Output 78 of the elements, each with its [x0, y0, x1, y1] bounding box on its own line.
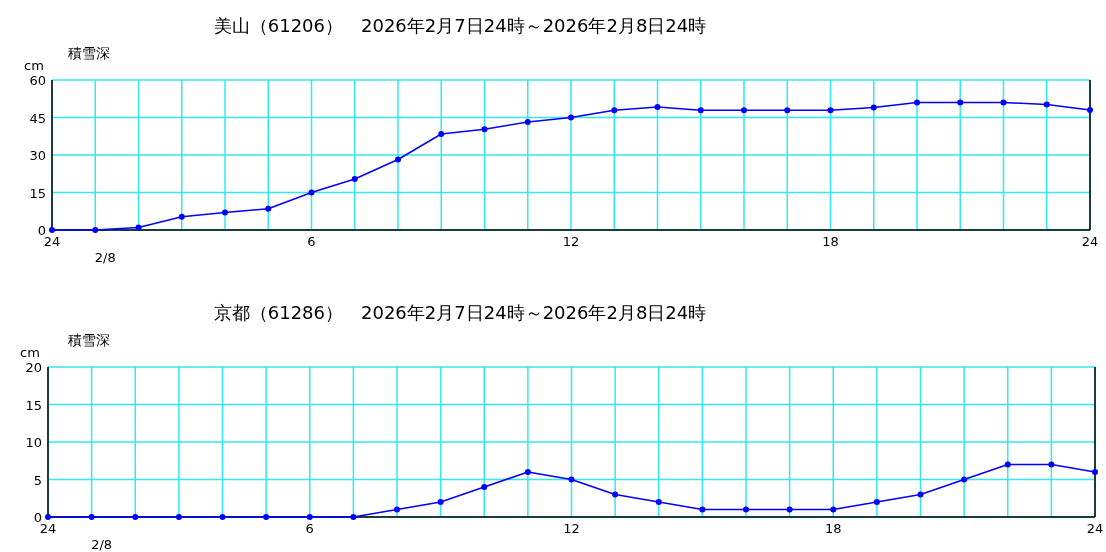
- point: [914, 99, 920, 106]
- point: [957, 99, 964, 106]
- point: [394, 506, 400, 513]
- y-tick-label: 0: [37, 223, 46, 238]
- chart-title: 京都（61286） 2026年2月7日24時～2026年2月8日24時: [213, 302, 707, 323]
- x-tick-label: 18: [824, 521, 842, 536]
- x-tick-label: 12: [563, 521, 580, 536]
- point: [88, 514, 95, 520]
- point: [175, 514, 182, 520]
- y-axis-title: 積雪深: [68, 45, 110, 61]
- point: [1000, 99, 1007, 106]
- y-tick-label: 5: [33, 472, 42, 488]
- text: cm: [20, 345, 40, 360]
- text: 2/8: [94, 250, 116, 265]
- y-axis-title: 積雪深: [68, 332, 110, 348]
- text: cm: [24, 58, 44, 73]
- point: [306, 514, 313, 520]
- point: [873, 499, 880, 505]
- point: [219, 514, 226, 520]
- point: [438, 131, 445, 137]
- point: [178, 213, 185, 220]
- point: [611, 107, 618, 114]
- point: [612, 491, 619, 498]
- x-tick-label: 12: [562, 234, 580, 249]
- point: [395, 156, 401, 163]
- point: [1092, 469, 1098, 475]
- point: [135, 224, 142, 231]
- point: [655, 499, 662, 505]
- point: [49, 227, 55, 233]
- x-tick-label: 24: [1086, 521, 1104, 536]
- point: [222, 209, 228, 216]
- point: [265, 205, 272, 212]
- point: [308, 189, 315, 196]
- point: [1043, 101, 1050, 108]
- y-tick-label: 10: [25, 435, 42, 450]
- chart-title: 美山（61206） 2026年2月7日24時～2026年2月8日24時: [213, 15, 707, 36]
- point: [132, 514, 139, 520]
- y-tick-label: 15: [25, 397, 42, 413]
- point: [1004, 461, 1011, 468]
- point: [743, 506, 749, 513]
- x-tick-label: 24: [1081, 234, 1099, 249]
- point: [699, 506, 706, 513]
- point: [437, 499, 444, 505]
- point: [351, 176, 358, 182]
- point: [961, 476, 968, 483]
- y-tick-label: 15: [29, 185, 46, 201]
- y-tick-label: 20: [25, 360, 42, 375]
- point: [524, 119, 531, 125]
- point: [784, 107, 791, 114]
- y-tick-label: 0: [33, 510, 42, 525]
- point: [568, 114, 574, 121]
- point: [481, 484, 488, 490]
- point: [697, 107, 704, 114]
- point: [830, 506, 837, 513]
- y-tick-label: 30: [29, 148, 46, 163]
- x-tick-label: 18: [822, 234, 839, 249]
- y-tick-label: 60: [29, 73, 46, 88]
- x-tick-label: 24: [39, 521, 57, 536]
- point: [786, 506, 793, 513]
- point: [524, 469, 531, 475]
- point: [481, 126, 488, 133]
- point: [741, 107, 747, 114]
- point: [1048, 461, 1055, 468]
- point: [568, 476, 575, 483]
- point: [827, 107, 834, 114]
- x-tick-label: 6: [305, 521, 314, 536]
- x-tick-label: 6: [307, 234, 316, 249]
- point: [45, 514, 51, 520]
- point: [917, 491, 924, 498]
- point: [350, 514, 357, 520]
- point: [92, 227, 99, 233]
- text: 2/8: [91, 537, 113, 552]
- point: [263, 514, 270, 520]
- x-tick-label: 24: [43, 234, 61, 249]
- point: [1087, 107, 1093, 113]
- point: [654, 104, 661, 110]
- y-tick-label: 45: [29, 110, 46, 126]
- point: [870, 104, 877, 111]
